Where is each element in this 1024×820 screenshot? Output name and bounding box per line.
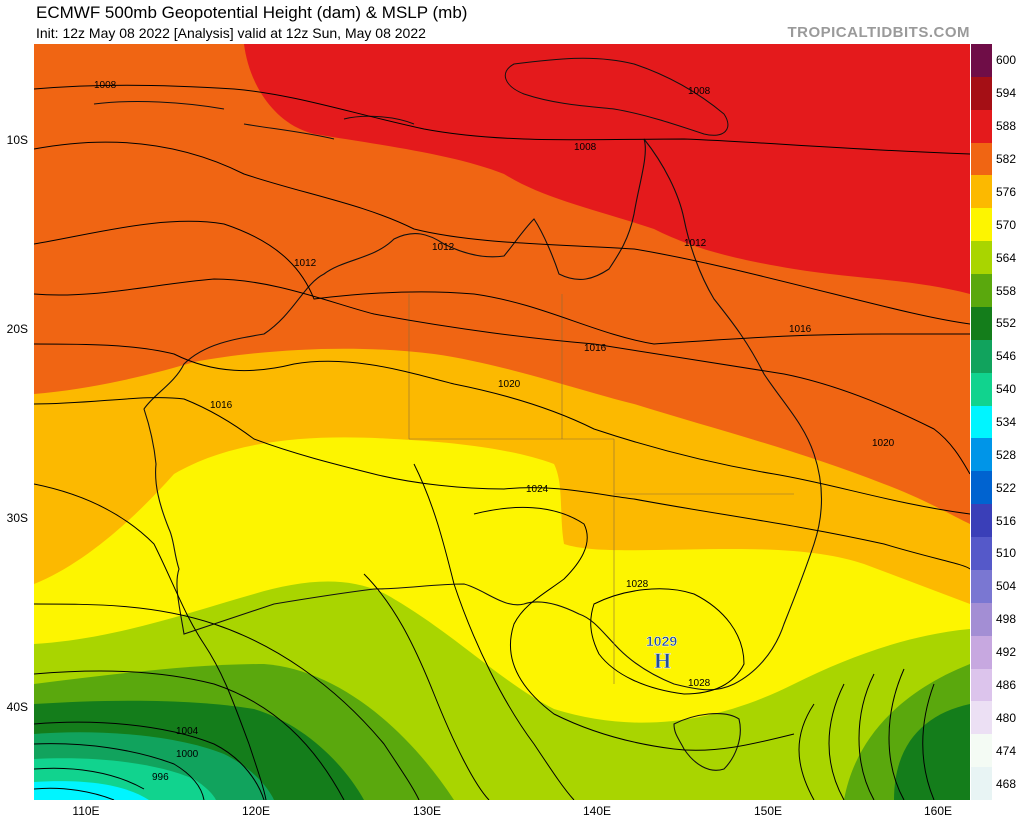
isobar-label: 1020: [498, 379, 521, 390]
isobar-label: 1004: [176, 726, 199, 737]
isobar-label: 1028: [626, 579, 649, 590]
lat-label-30s: 30S: [6, 511, 28, 525]
colorbar-swatch: [971, 339, 992, 374]
colorbar-swatch: [971, 274, 992, 308]
colorbar-label: 540: [996, 382, 1017, 397]
lon-label-160e: 160E: [923, 804, 953, 818]
isobar-label: 1008: [94, 80, 117, 91]
isobar-label: 1016: [210, 400, 233, 411]
lat-label-10s: 10S: [6, 133, 28, 147]
isobars: [34, 84, 970, 800]
colorbar-swatch: [971, 76, 992, 111]
colorbar-label: 474: [996, 743, 1017, 758]
state-borders: [408, 294, 794, 684]
band-588: [244, 44, 970, 294]
australia-coastline: [143, 138, 823, 691]
colorbar-swatch: [971, 175, 992, 209]
colorbar-label: 600: [996, 53, 1017, 68]
colorbar-label: 552: [996, 316, 1017, 331]
colorbar-label: 588: [996, 119, 1017, 134]
colorbar-label: 468: [996, 776, 1017, 791]
isobar-label: 996: [152, 772, 169, 783]
lat-label-40s: 40S: [6, 700, 28, 714]
colorbar-swatch: [971, 241, 992, 275]
colorbar-label: 492: [996, 645, 1017, 660]
colorbar-swatch: [971, 668, 992, 702]
colorbar-swatch: [971, 438, 992, 472]
colorbar-swatch: [971, 635, 992, 669]
lon-label-150e: 150E: [753, 804, 783, 818]
colorbar-label: 558: [996, 283, 1017, 298]
high-pressure-symbol: H: [654, 648, 671, 673]
colorbar-swatch: [971, 142, 992, 176]
tasmania-coastline: [673, 713, 741, 771]
lon-label-110e: 110E: [72, 804, 100, 818]
colorbar-swatch: [971, 44, 992, 78]
lon-label-130e: 130E: [412, 804, 442, 818]
colorbar-label: 570: [996, 217, 1017, 232]
lon-label-140e: 140E: [582, 804, 612, 818]
isobar-label: 1024: [526, 484, 549, 495]
high-pressure-value: 1029: [646, 633, 677, 649]
isobar-label: 1016: [584, 343, 607, 354]
colorbar-swatch: [971, 602, 992, 637]
isobar-label: 1012: [294, 258, 317, 269]
colorbar-swatch: [971, 208, 992, 242]
weather-map: 1008 1008 1008 1012 1012 1012 1016 1016 …: [34, 44, 970, 800]
lat-label-20s: 20S: [6, 322, 28, 336]
isobar-label: 1028: [688, 678, 711, 689]
colorbar: [971, 44, 992, 801]
colorbar-label: 510: [996, 546, 1017, 561]
map-canvas: 1008 1008 1008 1012 1012 1012 1016 1016 …: [34, 44, 970, 800]
colorbar-label: 582: [996, 152, 1017, 167]
colorbar-swatch: [971, 537, 992, 571]
colorbar-label: 486: [996, 677, 1017, 692]
colorbar-label: 534: [996, 415, 1017, 429]
isobar-label: 1016: [789, 324, 812, 335]
map-subtitle: Init: 12z May 08 2022 [Analysis] valid a…: [36, 25, 426, 41]
isobar-label: 1000: [176, 749, 199, 760]
colorbar-label: 504: [996, 579, 1017, 594]
colorbar-label: 516: [996, 513, 1017, 528]
colorbar-label: 564: [996, 250, 1017, 265]
colorbar-swatch: [971, 767, 992, 801]
band-534: [34, 781, 149, 800]
colorbar-label: 480: [996, 710, 1017, 725]
isobar-label: 1012: [432, 242, 455, 253]
colorbar-swatch: [971, 109, 992, 144]
colorbar-swatch: [971, 504, 992, 538]
band-552-east: [894, 704, 970, 800]
colorbar-swatch: [971, 405, 992, 439]
colorbar-label: 522: [996, 480, 1017, 495]
isobar-label: 1020: [872, 438, 895, 449]
colorbar-swatch: [971, 734, 992, 768]
isobar-label: 1008: [688, 86, 711, 97]
brand-watermark: TROPICALTIDBITS.COM: [787, 24, 970, 41]
lon-label-120e: 120E: [241, 804, 271, 818]
colorbar-swatch: [971, 471, 992, 505]
colorbar-swatch: [971, 372, 992, 407]
colorbar-label: 528: [996, 447, 1017, 462]
colorbar-label: 498: [996, 612, 1017, 627]
isobar-label: 1008: [574, 142, 597, 153]
colorbar-swatch: [971, 701, 992, 735]
colorbar-swatch: [971, 306, 992, 341]
colorbar-label: 546: [996, 349, 1017, 364]
map-title: ECMWF 500mb Geopotential Height (dam) & …: [36, 3, 468, 22]
new-guinea-coastline: [504, 57, 729, 136]
isobar-label: 1012: [684, 238, 707, 249]
colorbar-swatch: [971, 569, 992, 604]
colorbar-label: 594: [996, 86, 1017, 101]
colorbar-label: 576: [996, 184, 1017, 199]
indonesia-coastline: [93, 101, 415, 140]
